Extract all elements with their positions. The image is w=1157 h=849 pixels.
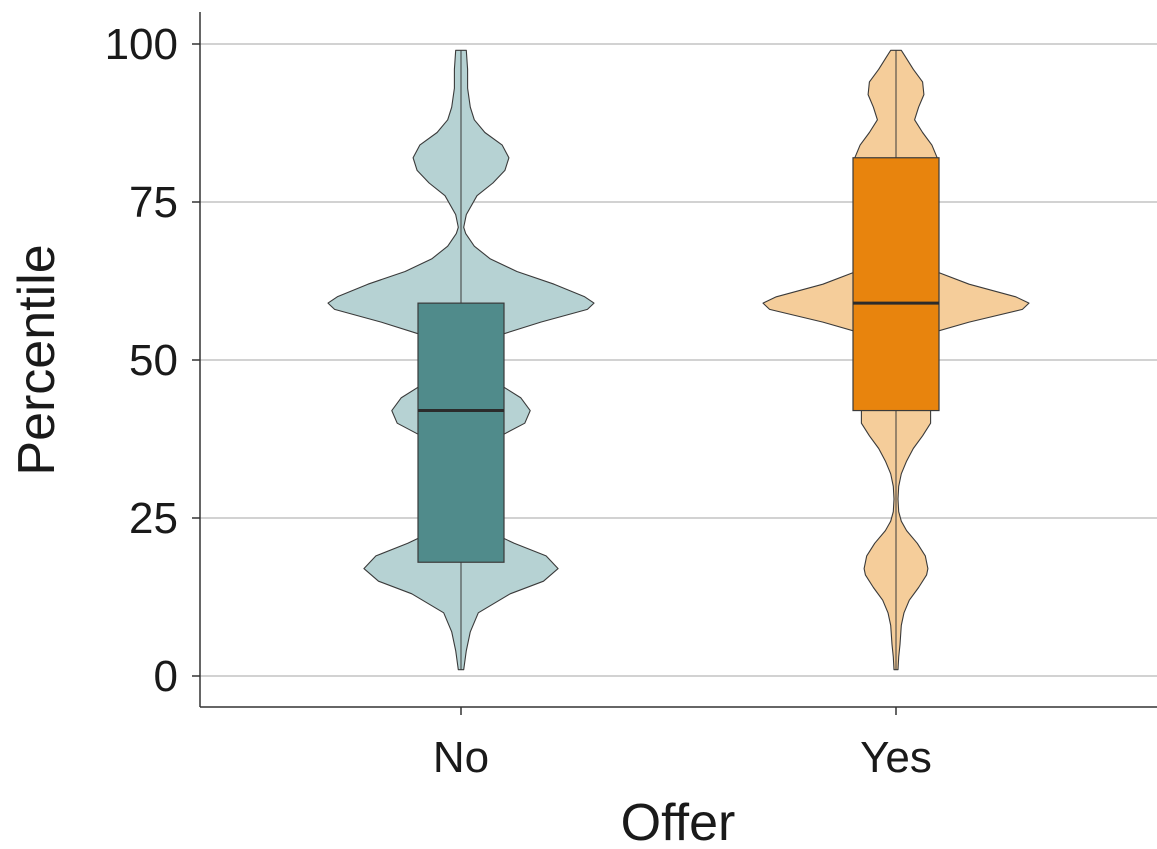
x-tick-label: No bbox=[433, 733, 489, 782]
violin-group-no bbox=[327, 49, 595, 671]
violins bbox=[327, 49, 1030, 671]
box-yes bbox=[852, 157, 940, 412]
y-tick-label: 50 bbox=[129, 336, 178, 385]
y-tick-label: 25 bbox=[129, 494, 178, 543]
grid-lines bbox=[200, 43, 1157, 677]
y-tick-label: 100 bbox=[105, 20, 178, 69]
y-axis-title: Percentile bbox=[8, 244, 66, 475]
y-tick-label: 0 bbox=[154, 652, 178, 701]
box-no bbox=[417, 302, 505, 563]
x-axis-title: Offer bbox=[621, 794, 736, 849]
ticks: 0 25 50 75 100 No Yes bbox=[105, 20, 932, 782]
violin-group-yes bbox=[762, 49, 1030, 671]
x-tick-label: Yes bbox=[860, 733, 932, 782]
y-tick-label: 75 bbox=[129, 178, 178, 227]
